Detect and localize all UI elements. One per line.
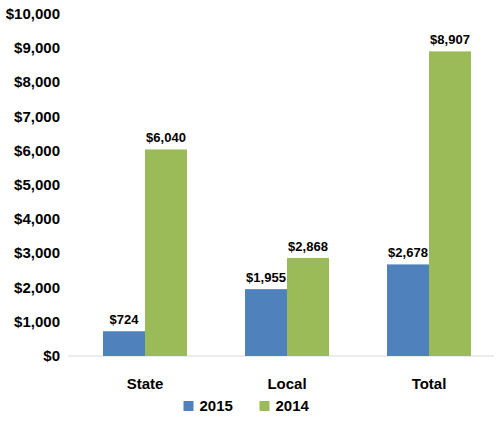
y-tick-label: $5,000 xyxy=(14,176,60,193)
legend-swatch xyxy=(260,401,270,411)
bar xyxy=(245,289,287,356)
tick-mark xyxy=(65,321,68,322)
y-axis: $0 $1,000 $2,000 $3,000 $4,000 $5,000 $6,000 $7… xyxy=(6,5,68,364)
y-tick-label: $2,000 xyxy=(14,279,60,296)
bar xyxy=(145,149,187,356)
data-label: $2,678 xyxy=(388,245,428,260)
tick-mark xyxy=(65,287,68,288)
data-labels: $724 $6,040 $1,955 $2,868 $2,678 $8,907 xyxy=(110,32,470,327)
chart-svg: $0 $1,000 $2,000 $3,000 $4,000 $5,000 $6,000 $7… xyxy=(0,0,499,427)
y-tick-label: $7,000 xyxy=(14,108,60,125)
tick-mark xyxy=(65,219,68,220)
bars xyxy=(103,51,471,356)
data-label: $1,955 xyxy=(246,270,286,285)
tick-mark xyxy=(65,185,68,186)
bar xyxy=(103,331,145,356)
x-tick-label: State xyxy=(127,375,164,392)
y-tick-label: $1,000 xyxy=(14,313,60,330)
tick-mark xyxy=(65,150,68,151)
y-tick-label: $6,000 xyxy=(14,142,60,159)
legend-label: 2015 xyxy=(200,397,233,414)
legend-label: 2014 xyxy=(276,397,310,414)
tick-mark xyxy=(65,116,68,117)
tick-mark xyxy=(65,48,68,49)
y-tick-label: $0 xyxy=(43,347,60,364)
data-label: $8,907 xyxy=(430,32,470,47)
chart-container: $0 $1,000 $2,000 $3,000 $4,000 $5,000 $6,000 $7… xyxy=(0,0,499,427)
tick-mark xyxy=(65,82,68,83)
legend-swatch xyxy=(184,401,194,411)
data-label: $6,040 xyxy=(146,130,186,145)
tick-mark xyxy=(65,356,68,357)
x-tick-label: Total xyxy=(412,375,447,392)
tick-mark xyxy=(65,253,68,254)
bar xyxy=(387,264,429,356)
y-tick-label: $3,000 xyxy=(14,244,60,261)
y-tick-label: $10,000 xyxy=(6,5,60,22)
bar xyxy=(429,51,471,356)
y-tick-label: $9,000 xyxy=(14,39,60,56)
tick-mark xyxy=(65,14,68,15)
data-label: $724 xyxy=(110,312,140,327)
y-tick-label: $4,000 xyxy=(14,210,60,227)
data-label: $2,868 xyxy=(288,239,328,254)
x-tick-label: Local xyxy=(267,375,306,392)
y-tick-label: $8,000 xyxy=(14,73,60,90)
legend: 2015 2014 xyxy=(184,397,310,414)
bar xyxy=(287,258,329,356)
